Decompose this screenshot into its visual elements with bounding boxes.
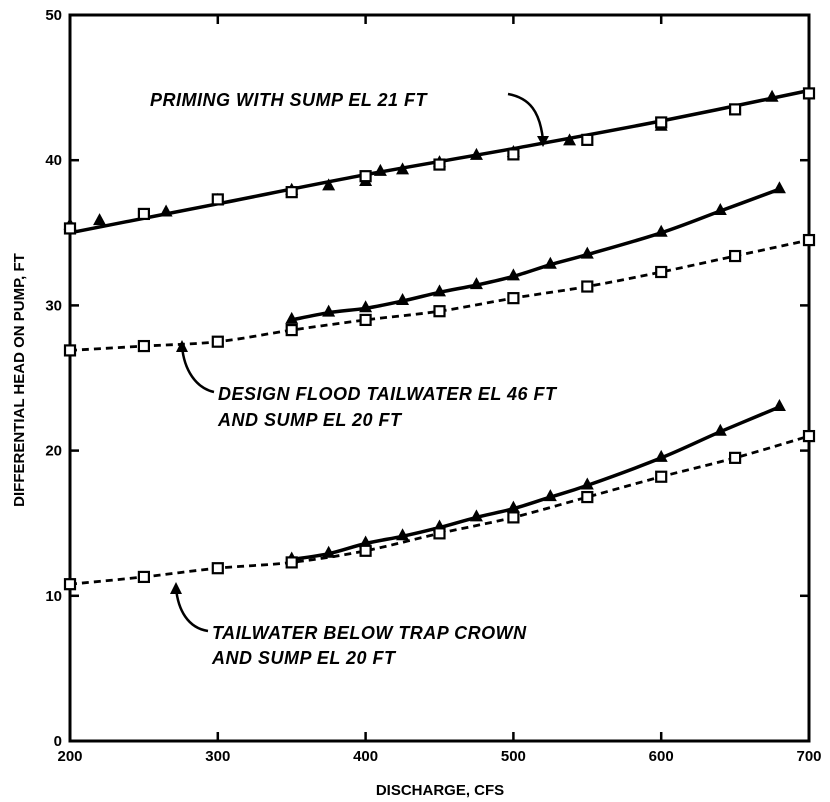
- annotation-tailwater-line2: AND SUMP EL 20 FT: [211, 648, 397, 668]
- series-5-triangle-point: [396, 528, 410, 541]
- series-6-square-point: [285, 556, 298, 569]
- annotation-design-flood-line1: DESIGN FLOOD TAILWATER EL 46 FT: [218, 384, 558, 404]
- x-tick-label: 600: [649, 748, 674, 765]
- series-3-triangle-point: [285, 311, 299, 324]
- series-0-triangle-point: [373, 163, 387, 176]
- y-tick-label: 40: [45, 152, 62, 169]
- series-1-square-point: [433, 158, 446, 171]
- series-4-square-point: [655, 265, 668, 279]
- series-4-square-point: [211, 335, 224, 348]
- series-3-triangle-point: [543, 256, 557, 269]
- series-1-square-point: [802, 87, 816, 100]
- series-3-triangle-point: [433, 284, 446, 297]
- series-5-triangle-point: [506, 500, 520, 513]
- series-6-square-point: [433, 527, 446, 540]
- y-tick-label: 20: [45, 443, 62, 460]
- x-tick-label: 700: [796, 748, 821, 765]
- annotation-tailwater-line1: TAILWATER BELOW TRAP CROWN: [212, 623, 527, 643]
- series-6-line: [69, 434, 810, 586]
- leader-arrowhead-priming: [537, 136, 549, 147]
- series-6-square-point: [802, 429, 816, 443]
- series-6-square-point: [359, 544, 372, 557]
- series-3-triangle-point: [772, 181, 786, 194]
- y-tick-label: 10: [45, 588, 62, 605]
- series-4-square-point: [581, 280, 594, 293]
- series-5-triangle-point: [469, 509, 483, 522]
- series-3-triangle-point: [469, 277, 483, 290]
- series-5-triangle-point: [359, 535, 373, 548]
- x-tick-label: 500: [501, 748, 526, 765]
- series-0-triangle-point: [765, 89, 779, 102]
- series-4-square-point: [507, 292, 520, 305]
- series-4-square-point: [359, 313, 372, 327]
- y-axis-title: DIFFERENTIAL HEAD ON PUMP, FT: [11, 253, 28, 507]
- series-5-triangle-point: [772, 399, 786, 412]
- series-1-square-point: [285, 186, 298, 199]
- series-5-triangle-point: [580, 477, 594, 490]
- series-4-line: [69, 238, 810, 352]
- series-0-triangle-point: [469, 147, 483, 160]
- leader-arrowhead-design-flood: [176, 340, 188, 352]
- series-1-square-point: [655, 116, 668, 129]
- series-1-square-point: [137, 207, 150, 221]
- series-1-square-point: [507, 148, 520, 161]
- series-0-triangle-point: [93, 213, 107, 226]
- y-tick-label: 0: [54, 733, 62, 750]
- series-3-triangle-point: [359, 300, 373, 313]
- leader-arrow-design-flood: [180, 345, 215, 394]
- series-1-square-point: [581, 133, 594, 146]
- leader-arrow-priming: [507, 92, 545, 141]
- series-1-square-point: [728, 103, 742, 116]
- leader-arrowhead-tailwater: [170, 582, 182, 594]
- series-6-square-point: [211, 562, 224, 575]
- series-0-triangle-point: [159, 204, 173, 217]
- x-tick-label: 200: [57, 748, 82, 765]
- series-6-square-point: [655, 470, 668, 483]
- series-6-square-point: [581, 490, 594, 504]
- series-0-triangle-point: [396, 162, 410, 175]
- series-5-triangle-point: [322, 545, 336, 558]
- series-4-square-point: [137, 339, 150, 353]
- series-3-triangle-point: [580, 246, 594, 259]
- series-4-square-point: [63, 344, 77, 357]
- series-3-triangle-point: [506, 268, 520, 281]
- series-3-triangle-point: [396, 293, 410, 306]
- series-3-triangle-point: [322, 304, 336, 317]
- series-5-triangle-point: [713, 423, 727, 436]
- y-tick-label: 30: [45, 297, 62, 314]
- x-axis-title: DISCHARGE, CFS: [376, 782, 504, 799]
- series-4-square-point: [433, 305, 446, 318]
- series-4-square-point: [802, 233, 816, 247]
- series-6-square-point: [507, 511, 520, 524]
- series-4-square-point: [285, 323, 298, 337]
- series-1-square-point: [63, 222, 77, 235]
- series-5-triangle-point: [654, 449, 668, 462]
- annotation-priming: PRIMING WITH SUMP EL 21 FT: [150, 90, 429, 110]
- series-3-line: [291, 187, 781, 322]
- series-0-triangle-point: [563, 133, 577, 146]
- series-6-square-point: [137, 570, 150, 584]
- series-6-square-point: [63, 578, 77, 591]
- series-1-square-point: [211, 193, 224, 206]
- plot-frame: [68, 13, 811, 743]
- series-3-triangle-point: [654, 224, 668, 237]
- series-6-square-point: [728, 451, 742, 464]
- y-tick-label: 50: [45, 7, 62, 24]
- x-tick-label: 400: [353, 748, 378, 765]
- series-1-square-point: [359, 170, 372, 183]
- series-5-triangle-point: [543, 489, 557, 502]
- series-4-square-point: [728, 249, 742, 263]
- leader-arrow-tailwater: [174, 587, 209, 633]
- series-3-triangle-point: [713, 203, 727, 216]
- x-tick-label: 300: [205, 748, 230, 765]
- annotation-design-flood-line2: AND SUMP EL 20 FT: [217, 410, 403, 430]
- series-0-triangle-point: [322, 178, 336, 191]
